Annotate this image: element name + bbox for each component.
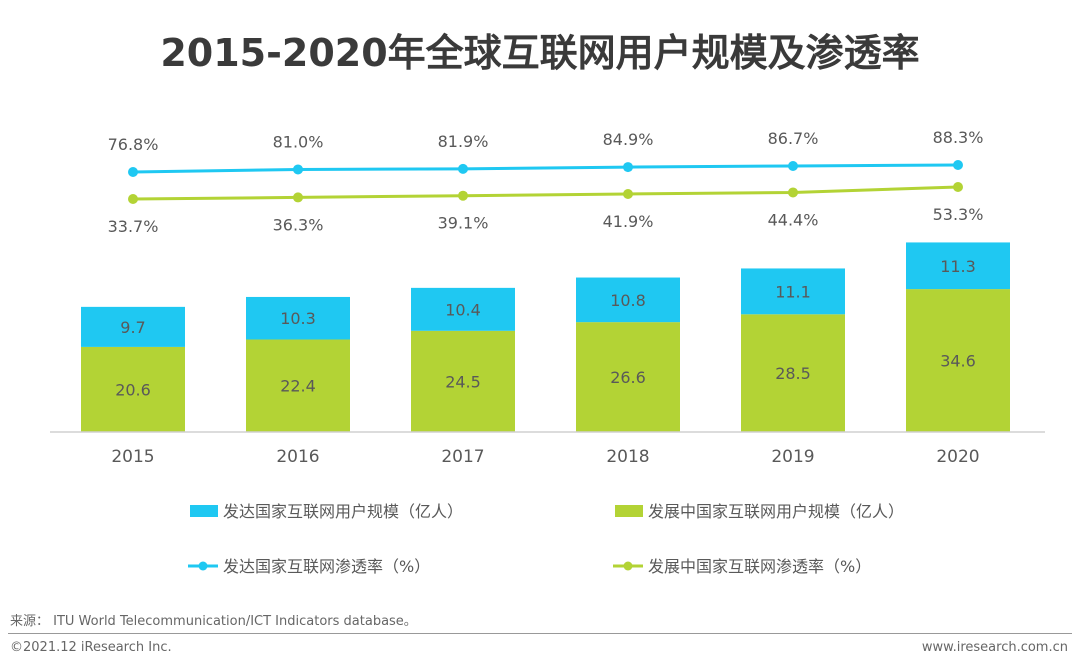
bar-developing-2017	[411, 330, 515, 432]
developing-rate-line	[132, 185, 959, 201]
developing-rate-point-2017	[458, 190, 468, 201]
developed-rate-label-2020: 88.3%	[933, 128, 984, 147]
developing-rate-point-2020	[953, 182, 963, 192]
legend-marker-2	[198, 561, 208, 571]
developed-rate-label-2016: 81.0%	[273, 132, 324, 151]
developed-rate-label-2015: 76.8%	[108, 135, 159, 154]
developing-rate-point-2019	[788, 187, 798, 198]
data-label-developing-2018: 26.6	[610, 368, 646, 387]
developed-rate-point-2016	[293, 164, 303, 175]
developed-rate-label-2017: 81.9%	[438, 132, 489, 151]
developed-rate-point-2015	[128, 167, 138, 177]
source-note: 来源： ITU World Telecommunication/ICT Indi…	[10, 614, 417, 629]
legend-label-1: 发展中国家互联网用户规模（亿人）	[648, 502, 904, 521]
legend-marker-3	[623, 561, 633, 571]
bar-developed-2017	[411, 287, 515, 331]
bar-developed-2019	[741, 268, 845, 315]
bar-developed-2020	[906, 242, 1010, 290]
bar-developing-2018	[576, 322, 680, 432]
x-tick-label-2015: 2015	[111, 447, 154, 467]
lines-group: 76.8% 81.0% 81.9% 84.9% 86.7% 88.3% 33.7% 36.3%…	[108, 128, 984, 236]
x-axis-labels: 2015 2016 2017 2018 2019 2020	[111, 447, 979, 467]
developed-rate-label-2019: 86.7%	[768, 129, 819, 148]
data-label-developed-2017: 10.4	[445, 300, 481, 319]
data-label-developing-2017: 24.5	[445, 372, 481, 391]
data-label-developed-2015: 9.7	[120, 318, 145, 337]
data-label-developed-2020: 11.3	[940, 257, 976, 276]
bar-developing-2020	[906, 289, 1010, 432]
bars-group: 20.6 9.7 22.4 10.3 24.5 10.4 26.6 10.8 28.5 11.1 3…	[81, 242, 1010, 432]
developing-rate-label-2016: 36.3%	[273, 215, 324, 234]
developed-rate-line	[132, 163, 959, 174]
developing-rate-label-2020: 53.3%	[933, 205, 984, 224]
legend: 发达国家互联网用户规模（亿人） 发展中国家互联网用户规模（亿人） 发达国家互联网渗透…	[188, 502, 904, 576]
x-tick-label-2016: 2016	[276, 447, 319, 467]
data-label-developing-2016: 22.4	[280, 377, 316, 396]
developing-rate-point-2015	[128, 194, 138, 204]
website-link[interactable]: www.iresearch.com.cn	[921, 640, 1068, 655]
chart-title: 2015-2020年全球互联网用户规模及渗透率	[160, 31, 920, 75]
bar-developed-2015	[81, 306, 185, 347]
x-tick-label-2018: 2018	[606, 447, 649, 467]
developing-rate-label-2015: 33.7%	[108, 217, 159, 236]
data-label-developing-2019: 28.5	[775, 364, 811, 383]
x-tick-label-2020: 2020	[936, 447, 979, 467]
bar-developed-2018	[576, 277, 680, 323]
bar-developed-2016	[246, 296, 350, 340]
copyright: ©2021.12 iResearch Inc.	[10, 640, 172, 655]
data-label-developed-2019: 11.1	[775, 282, 811, 301]
developed-rate-label-2018: 84.9%	[603, 130, 654, 149]
bar-developing-2019	[741, 314, 845, 432]
legend-swatch-0	[190, 505, 218, 517]
legend-label-3: 发展中国家互联网渗透率（%）	[648, 557, 871, 576]
data-label-developing-2015: 20.6	[115, 380, 151, 399]
legend-swatch-1	[615, 505, 643, 517]
data-label-developed-2016: 10.3	[280, 309, 316, 328]
developing-rate-point-2016	[293, 192, 303, 203]
developed-rate-point-2019	[788, 160, 798, 171]
x-tick-label-2019: 2019	[771, 447, 814, 467]
bar-developing-2016	[246, 339, 350, 432]
developing-rate-label-2017: 39.1%	[438, 214, 489, 233]
footer-divider	[8, 633, 1072, 634]
legend-label-0: 发达国家互联网用户规模（亿人）	[223, 502, 463, 521]
legend-label-2: 发达国家互联网渗透率（%）	[223, 557, 430, 576]
developed-rate-point-2020	[953, 160, 963, 170]
x-tick-label-2017: 2017	[441, 447, 484, 467]
bar-developing-2015	[81, 346, 185, 432]
developing-rate-label-2019: 44.4%	[768, 210, 819, 229]
data-label-developing-2020: 34.6	[940, 352, 976, 371]
chart: 20.6 9.7 22.4 10.3 24.5 10.4 26.6 10.8 28.5 11.1 3…	[50, 128, 1045, 576]
developing-rate-label-2018: 41.9%	[603, 212, 654, 231]
developing-rate-point-2018	[623, 188, 633, 199]
developed-rate-point-2018	[623, 162, 633, 173]
data-label-developed-2018: 10.8	[610, 291, 646, 310]
developed-rate-point-2017	[458, 163, 468, 174]
